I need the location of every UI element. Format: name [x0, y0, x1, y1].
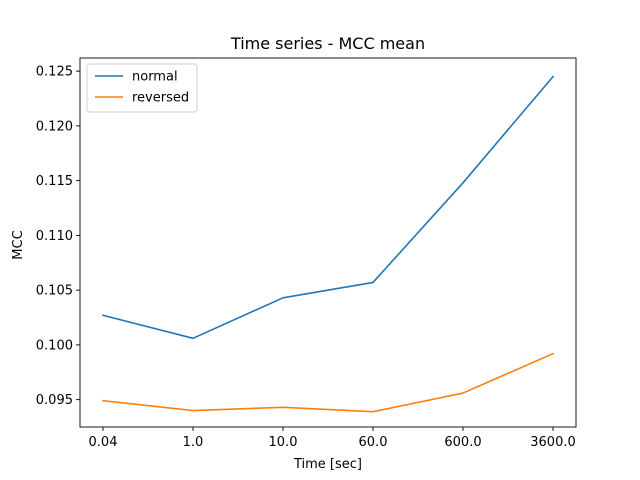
x-tick-label: 10.0 — [269, 435, 298, 450]
y-tick-label: 0.110 — [36, 229, 73, 244]
legend-label-reversed: reversed — [132, 91, 189, 106]
x-tick-label: 3600.0 — [530, 435, 576, 450]
x-tick-label: 600.0 — [444, 435, 481, 450]
y-tick-label: 0.120 — [36, 119, 73, 134]
x-tick-label: 0.04 — [89, 435, 118, 450]
x-axis-label: Time [sec] — [293, 457, 362, 472]
legend-label-normal: normal — [132, 70, 178, 85]
y-tick-label: 0.105 — [36, 284, 73, 299]
y-axis-label: MCC — [11, 230, 26, 259]
x-tick-label: 60.0 — [359, 435, 388, 450]
axes-frame — [79, 57, 577, 428]
y-tick-label: 0.095 — [36, 393, 73, 408]
y-tick-label: 0.100 — [36, 338, 73, 353]
chart-title: Time series - MCC mean — [230, 34, 425, 53]
plot-area: 0.04 1.0 10.0 60.0 600.0 3600.0 0.095 0.100 0.10… — [36, 57, 577, 450]
series-line-normal — [102, 75, 555, 340]
y-tick-label: 0.115 — [36, 174, 73, 189]
series-line-reversed — [102, 352, 555, 413]
y-tick-label: 0.125 — [36, 65, 73, 80]
x-tick-label: 1.0 — [183, 435, 204, 450]
